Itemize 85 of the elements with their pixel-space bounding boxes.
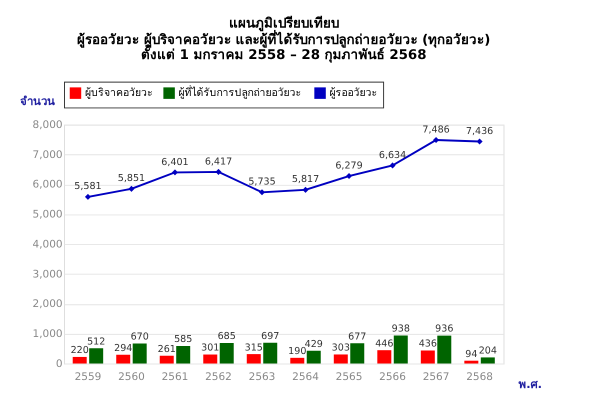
point (128, 186, 134, 192)
data-label: 6,417 (204, 156, 232, 168)
bar (132, 344, 147, 364)
bar (160, 356, 174, 364)
bar (246, 354, 261, 364)
bar (263, 342, 278, 364)
x-tick-label: 2562 (205, 371, 232, 384)
bar (394, 336, 408, 364)
point (346, 173, 352, 180)
bar (464, 360, 478, 364)
y-tick-label: 2,000 (32, 298, 63, 310)
data-label: 585 (174, 334, 192, 346)
y-tick-label: 0 (56, 358, 63, 370)
bar (420, 350, 435, 364)
data-label: 220 (70, 345, 89, 356)
data-label: 94 (465, 348, 478, 360)
point (215, 168, 222, 175)
bar (116, 354, 130, 364)
bar (377, 350, 392, 364)
y-tick-label: 8,000 (32, 119, 63, 131)
point (172, 169, 178, 176)
data-label: 670 (130, 332, 149, 343)
data-label: 936 (435, 324, 454, 335)
bar (437, 336, 452, 364)
bar (203, 354, 218, 364)
point (258, 189, 266, 196)
bar (220, 343, 234, 364)
data-label: 6,401 (161, 156, 189, 168)
data-label: 512 (87, 336, 106, 348)
data-label: 204 (478, 346, 497, 357)
y-tick-label: 4,000 (32, 238, 63, 250)
data-label: 685 (218, 331, 236, 342)
data-label: 7,436 (466, 126, 494, 137)
x-axis-title: พ.ศ. (518, 376, 542, 391)
data-label: 190 (288, 346, 306, 358)
data-label: 697 (261, 330, 280, 342)
y-tick-label: 5,000 (32, 208, 63, 221)
data-label: 938 (392, 324, 410, 335)
data-label: 294 (114, 342, 132, 354)
x-tick-label: 2567 (422, 371, 450, 384)
data-label: 5,581 (74, 181, 102, 192)
x-tick-label: 2566 (379, 371, 406, 384)
x-tick-label: 2564 (292, 371, 320, 384)
data-label: 315 (244, 342, 263, 354)
point (433, 136, 440, 144)
data-label: 301 (201, 342, 220, 354)
bar (89, 348, 104, 364)
data-label: 303 (332, 342, 350, 354)
data-label: 5,735 (248, 176, 276, 188)
bar (480, 357, 495, 364)
bar (72, 356, 87, 364)
data-label: 261 (158, 344, 176, 355)
y-tick-label: 7,000 (32, 148, 63, 161)
bar (350, 343, 364, 364)
x-tick-label: 2563 (248, 371, 276, 384)
bar (176, 346, 190, 364)
data-label: 6,634 (378, 150, 406, 161)
bar (334, 354, 348, 364)
y-tick-label: 6,000 (32, 178, 63, 191)
data-label: 5,817 (292, 174, 320, 186)
point (84, 194, 91, 200)
data-label: 446 (375, 338, 394, 350)
data-label: 7,486 (422, 124, 450, 136)
chart-title: แผนภูมิเปรียบเทียบ (228, 16, 339, 32)
x-tick-label: 2568 (466, 371, 493, 384)
data-label: 436 (418, 338, 437, 350)
data-label: 6,279 (335, 160, 363, 172)
data-label: 429 (304, 338, 323, 350)
x-tick-label: 2561 (162, 371, 188, 384)
legend-label: ผู้ที่ได้รับการปลูกถ่ายอวัยวะ (178, 84, 302, 99)
point (302, 186, 309, 193)
data-label: 677 (348, 331, 366, 342)
y-tick-label: 3,000 (32, 268, 63, 280)
y-tick-label: 1,000 (32, 328, 63, 340)
x-tick-label: 2565 (336, 371, 362, 384)
x-tick-label: 2559 (74, 371, 102, 384)
x-tick-label: 2560 (118, 371, 145, 384)
point (390, 162, 396, 168)
legend-label: ผู้รออวัยวะ (330, 86, 378, 99)
y-axis-title: จำนวน (20, 94, 55, 108)
legend-label: ผู้บริจาคอวัยวะ (85, 86, 154, 99)
bar (306, 350, 321, 364)
data-label: 5,851 (118, 173, 146, 184)
point (476, 138, 483, 145)
bar (290, 358, 304, 364)
